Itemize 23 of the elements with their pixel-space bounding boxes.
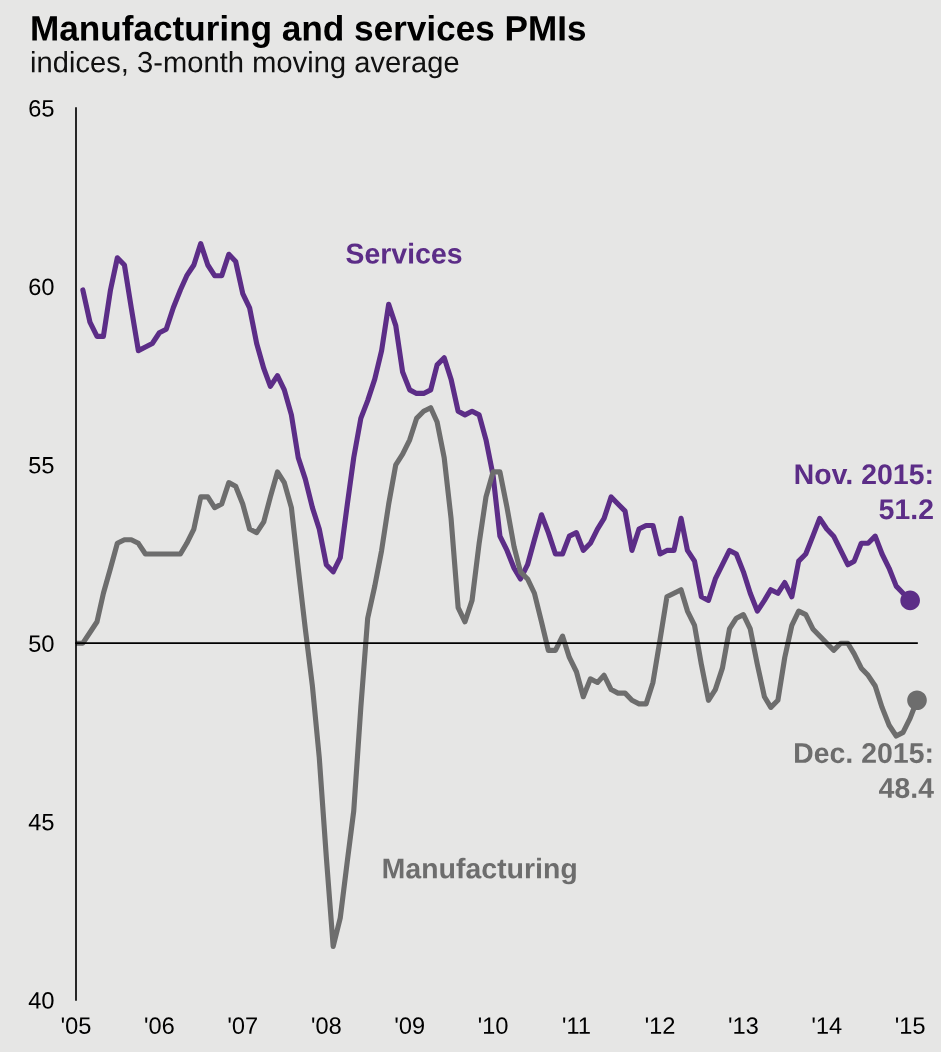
y-tick-label: 60 <box>29 278 54 296</box>
x-tick-label: '09 <box>395 1017 424 1035</box>
chart-title: Manufacturing and services PMIs <box>32 15 586 48</box>
x-tick-label: '08 <box>312 1017 341 1035</box>
series-label: Manufacturing <box>383 857 576 885</box>
x-tick-label: '06 <box>145 1017 174 1035</box>
annotation: Dec. 2015: 48.4 <box>795 742 934 799</box>
x-tick-label: '10 <box>478 1017 508 1035</box>
x-tick-label: '15 <box>895 1017 925 1035</box>
x-tick-label: '07 <box>228 1017 257 1035</box>
y-tick-label: 65 <box>29 100 54 117</box>
y-tick-label: 40 <box>28 992 54 1009</box>
y-tick-label: 55 <box>29 457 54 474</box>
series-label: Services <box>346 242 462 264</box>
x-tick-label: '14 <box>812 1017 842 1034</box>
y-tick-label: 45 <box>28 813 54 831</box>
y-tick-label: 50 <box>29 635 54 652</box>
x-tick-label: '11 <box>563 1017 590 1034</box>
chart-subtitle: indices, 3-month moving average <box>31 51 459 79</box>
x-tick-label: '05 <box>61 1017 91 1035</box>
x-tick-label: '13 <box>729 1017 758 1035</box>
annotation: Nov. 2015: 51.2 <box>795 464 933 520</box>
x-tick-label: '12 <box>645 1017 675 1034</box>
